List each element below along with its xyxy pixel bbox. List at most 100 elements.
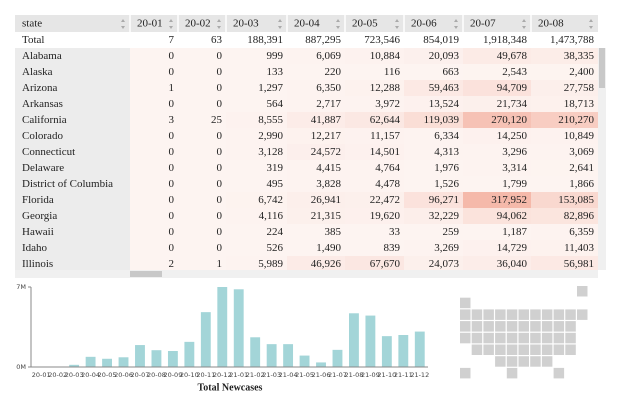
row-label: Arizona [22, 82, 58, 94]
state-tile [518, 356, 529, 367]
table-value: 1,866 [569, 178, 594, 190]
table-cell [287, 256, 345, 270]
table-cell [15, 224, 130, 240]
table-value: 32,229 [429, 210, 460, 222]
row-label: District of Columbia [22, 178, 113, 190]
table-cell [531, 224, 598, 240]
table-value: 6,350 [316, 82, 341, 94]
state-tile [553, 332, 565, 344]
table-value: 36,040 [497, 258, 528, 270]
table-value: 0 [217, 226, 223, 238]
table-cell [404, 112, 463, 128]
state-tile [471, 344, 483, 355]
horizontal-scrollbar[interactable] [15, 270, 598, 278]
table-cell [463, 32, 531, 48]
row-label: California [22, 114, 67, 126]
x-tick-label: 20-08 [147, 371, 166, 379]
state-tile [471, 321, 483, 332]
table-value: 385 [325, 226, 342, 238]
table-value: 2 [169, 258, 175, 270]
x-tick-label: 20-04 [81, 371, 100, 379]
scroll-thumb[interactable] [130, 271, 162, 277]
column-header: state [22, 18, 42, 30]
bar [118, 357, 129, 367]
table-value: 3,296 [502, 146, 527, 158]
table-value: 4,764 [375, 162, 400, 174]
row-label: Illinois [22, 258, 53, 270]
table-cell [463, 256, 531, 270]
bar [102, 358, 112, 367]
table-value: 0 [169, 146, 175, 158]
table-cell [404, 208, 463, 224]
state-tile [506, 367, 518, 379]
data-table: state 20-01 20-02 20-03 20-04 20-05 20-06 20-07… [15, 15, 598, 270]
table-value: 188,391 [247, 34, 283, 46]
table-cell [130, 80, 178, 96]
vertical-scrollbar[interactable] [598, 48, 606, 270]
table-cell [226, 48, 287, 64]
state-tile [518, 321, 529, 332]
table-cell [15, 144, 130, 160]
state-tile [541, 309, 553, 320]
table-cell [345, 176, 404, 192]
state-tile [565, 332, 576, 344]
table-value: 0 [217, 146, 223, 158]
bar [332, 349, 343, 367]
table-value: 3,269 [434, 242, 459, 254]
state-tile [483, 321, 494, 332]
table-value: 999 [267, 50, 284, 62]
table-cell [345, 96, 404, 112]
scroll-thumb[interactable] [599, 48, 605, 88]
table-cell [404, 224, 463, 240]
state-tile [471, 309, 483, 320]
bar [349, 313, 359, 367]
table-cell [404, 64, 463, 80]
table-value: 20,093 [429, 50, 460, 62]
x-tick-label: 20-02 [48, 371, 67, 379]
state-tile [530, 344, 541, 355]
table-cell [287, 192, 345, 208]
x-tick-label: 20-06 [114, 371, 133, 379]
table-cell [226, 112, 287, 128]
column-header: 20-07 [470, 18, 496, 30]
table-cell [404, 256, 463, 270]
x-tick-label: 21-09 [361, 371, 380, 379]
x-tick-label: 20-07 [131, 371, 150, 379]
state-tile [553, 367, 565, 379]
tile-map [460, 286, 588, 379]
table-cell [130, 64, 178, 80]
state-tile [506, 344, 518, 355]
table-cell [345, 48, 404, 64]
column-header: 20-03 [233, 18, 259, 30]
table-value: 14,729 [497, 242, 528, 254]
table-value: 25 [211, 114, 223, 126]
table-cell [531, 144, 598, 160]
x-tick-label: 21-01 [229, 371, 248, 379]
bar [414, 331, 425, 367]
state-tile [495, 356, 506, 367]
table-cell [345, 224, 404, 240]
bar [184, 341, 195, 367]
table-cell [178, 128, 226, 144]
table-value: 220 [325, 66, 342, 78]
table-cell [531, 96, 598, 112]
table-cell [531, 64, 598, 80]
column-header: 20-06 [411, 18, 437, 30]
state-tile [460, 297, 471, 309]
x-tick-label: 20-11 [196, 371, 215, 379]
table-value: 1,490 [316, 242, 341, 254]
x-tick-label: 20-09 [163, 371, 182, 379]
table-cell [404, 128, 463, 144]
x-tick-label: 20-01 [32, 371, 51, 379]
table-value: 14,501 [370, 146, 400, 158]
table-value: 4,313 [434, 146, 459, 158]
table-cell [15, 240, 130, 256]
table-value: 564 [267, 98, 284, 110]
table-value: 0 [169, 210, 175, 222]
table-cell [226, 96, 287, 112]
table-value: 59,463 [429, 82, 460, 94]
table-value: 0 [217, 178, 223, 190]
bar-chart: Total Newcases 0M7M20-0120-0220-0320-042… [16, 283, 429, 393]
state-tile [553, 344, 565, 355]
table-cell [463, 176, 531, 192]
